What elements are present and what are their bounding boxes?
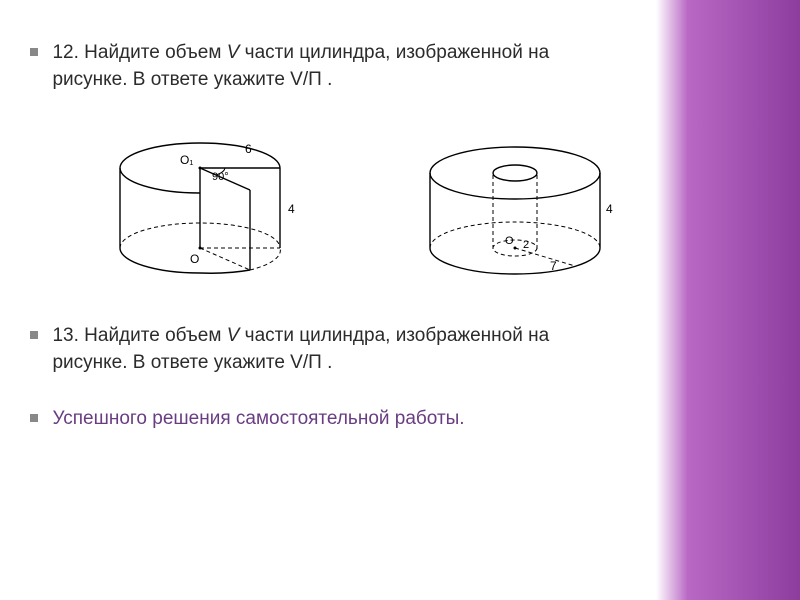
label-o: O	[190, 252, 199, 266]
slide-content: 12. Найдите объем V части цилиндра, изоб…	[0, 0, 800, 473]
label-o1: O₁	[180, 153, 193, 167]
text-part: Найдите объем	[84, 42, 227, 63]
label-radius: 6	[245, 142, 252, 156]
problem-12-text: 12. Найдите объем V части цилиндра, изоб…	[52, 40, 612, 93]
bullet-icon	[30, 331, 38, 339]
problem-13: 13. Найдите объем V части цилиндра, изоб…	[30, 323, 770, 376]
problem-number: 13.	[52, 325, 78, 346]
problem-12: 12. Найдите объем V части цилиндра, изоб…	[30, 40, 770, 93]
closing-text: Успешного решения самостоятельной работы…	[52, 406, 612, 433]
label-inner-radius: 2	[523, 239, 529, 251]
figure-hollow-cylinder: O 2 7 4	[390, 118, 640, 298]
problem-13-text: 13. Найдите объем V части цилиндра, изоб…	[52, 323, 612, 376]
figure-cylinder-sector: O₁ O 6 4 90°	[80, 118, 330, 298]
text-part: Найдите объем	[84, 325, 227, 346]
label-outer-radius: 7	[550, 259, 557, 273]
bullet-icon	[30, 48, 38, 56]
variable-v: V	[227, 42, 240, 63]
label-height: 4	[288, 202, 295, 216]
bullet-icon	[30, 414, 38, 422]
closing-line: Успешного решения самостоятельной работы…	[30, 406, 770, 433]
figures-row: O₁ O 6 4 90°	[80, 118, 770, 298]
variable-v: V	[227, 325, 240, 346]
label-angle: 90°	[212, 171, 229, 183]
problem-number: 12.	[52, 42, 78, 63]
label-height: 4	[606, 202, 613, 216]
label-o: O	[505, 235, 514, 247]
